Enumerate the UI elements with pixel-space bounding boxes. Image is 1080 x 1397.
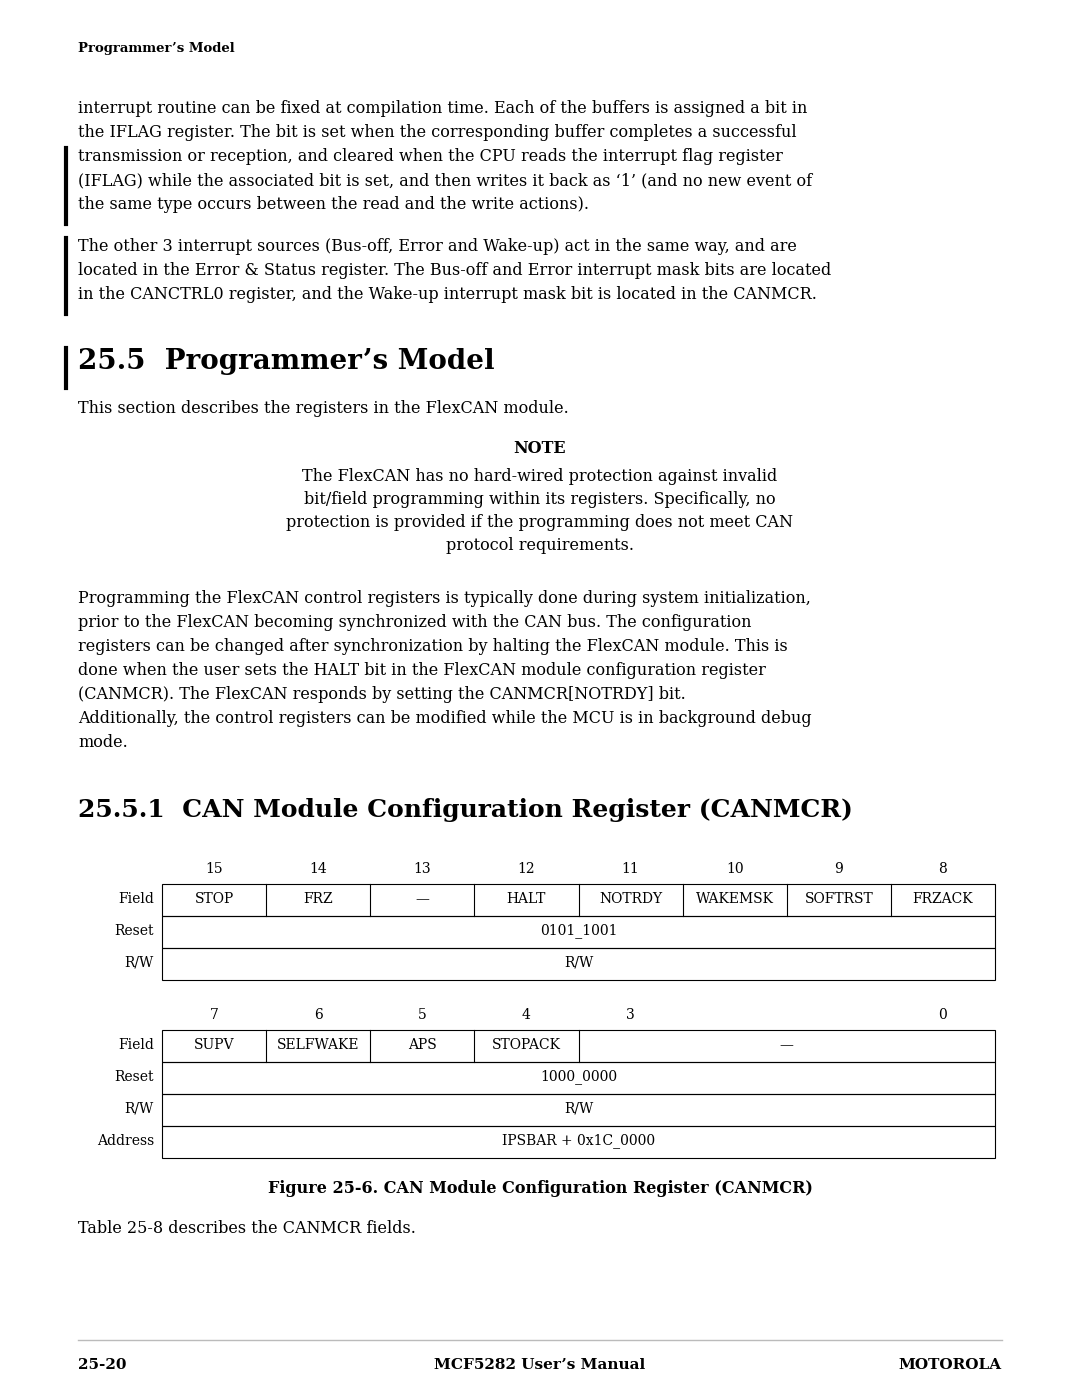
Text: transmission or reception, and cleared when the CPU reads the interrupt flag reg: transmission or reception, and cleared w… (78, 148, 783, 165)
Text: 9: 9 (835, 862, 843, 876)
Text: in the CANCTRL0 register, and the Wake-up interrupt mask bit is located in the C: in the CANCTRL0 register, and the Wake-u… (78, 286, 816, 303)
Bar (162, 884, 995, 916)
Text: 25.5  Programmer’s Model: 25.5 Programmer’s Model (78, 348, 495, 374)
Text: MCF5282 User’s Manual: MCF5282 User’s Manual (434, 1358, 646, 1372)
Text: 25-20: 25-20 (78, 1358, 126, 1372)
Text: 6: 6 (314, 1009, 323, 1023)
Text: STOPACK: STOPACK (491, 1038, 561, 1052)
Text: protection is provided if the programming does not meet CAN: protection is provided if the programmin… (286, 514, 794, 531)
Text: 15: 15 (205, 862, 222, 876)
Text: 1000_0000: 1000_0000 (540, 1070, 617, 1084)
Text: APS: APS (408, 1038, 436, 1052)
Text: interrupt routine can be fixed at compilation time. Each of the buffers is assig: interrupt routine can be fixed at compil… (78, 101, 808, 117)
Text: NOTRDY: NOTRDY (599, 893, 662, 907)
Bar (162, 1094, 995, 1126)
Text: 7: 7 (210, 1009, 218, 1023)
Text: Programming the FlexCAN control registers is typically done during system initia: Programming the FlexCAN control register… (78, 590, 811, 608)
Text: prior to the FlexCAN becoming synchronized with the CAN bus. The configuration: prior to the FlexCAN becoming synchroniz… (78, 615, 752, 631)
Text: 12: 12 (517, 862, 536, 876)
Text: 3: 3 (626, 1009, 635, 1023)
Text: R/W: R/W (125, 1102, 154, 1116)
Text: mode.: mode. (78, 733, 127, 752)
Text: 11: 11 (622, 862, 639, 876)
Text: R/W: R/W (564, 956, 593, 970)
Text: FRZACK: FRZACK (913, 893, 973, 907)
Text: STOP: STOP (194, 893, 233, 907)
Text: Figure 25-6. CAN Module Configuration Register (CANMCR): Figure 25-6. CAN Module Configuration Re… (268, 1180, 812, 1197)
Bar (162, 1062, 995, 1094)
Text: MOTOROLA: MOTOROLA (899, 1358, 1002, 1372)
Text: HALT: HALT (507, 893, 546, 907)
Text: 0101_1001: 0101_1001 (540, 923, 618, 939)
Text: Table 25-8 describes the CANMCR fields.: Table 25-8 describes the CANMCR fields. (78, 1220, 416, 1236)
Text: 0: 0 (939, 1009, 947, 1023)
Text: NOTE: NOTE (514, 440, 566, 457)
Text: 14: 14 (309, 862, 327, 876)
Text: 10: 10 (726, 862, 743, 876)
Text: WAKEMSK: WAKEMSK (696, 893, 773, 907)
Text: (IFLAG) while the associated bit is set, and then writes it back as ‘1’ (and no : (IFLAG) while the associated bit is set,… (78, 172, 812, 189)
Text: —: — (416, 893, 429, 907)
Text: located in the Error & Status register. The Bus-off and Error interrupt mask bit: located in the Error & Status register. … (78, 263, 832, 279)
Text: R/W: R/W (564, 1102, 593, 1116)
Text: SUPV: SUPV (193, 1038, 234, 1052)
Text: The FlexCAN has no hard-wired protection against invalid: The FlexCAN has no hard-wired protection… (302, 468, 778, 485)
Text: registers can be changed after synchronization by halting the FlexCAN module. Th: registers can be changed after synchroni… (78, 638, 787, 655)
Text: the same type occurs between the read and the write actions).: the same type occurs between the read an… (78, 196, 589, 212)
Bar (162, 1030, 995, 1062)
Text: SELFWAKE: SELFWAKE (276, 1038, 360, 1052)
Bar (162, 1126, 995, 1158)
Text: bit/field programming within its registers. Specifically, no: bit/field programming within its registe… (305, 490, 775, 509)
Text: Field: Field (118, 1038, 154, 1052)
Text: The other 3 interrupt sources (Bus-off, Error and Wake-up) act in the same way, : The other 3 interrupt sources (Bus-off, … (78, 237, 797, 256)
Text: 5: 5 (418, 1009, 427, 1023)
Text: done when the user sets the HALT bit in the FlexCAN module configuration registe: done when the user sets the HALT bit in … (78, 662, 766, 679)
Text: SOFTRST: SOFTRST (805, 893, 874, 907)
Text: Reset: Reset (114, 923, 154, 937)
Text: Additionally, the control registers can be modified while the MCU is in backgrou: Additionally, the control registers can … (78, 710, 812, 726)
Text: (CANMCR). The FlexCAN responds by setting the CANMCR[NOTRDY] bit.: (CANMCR). The FlexCAN responds by settin… (78, 686, 686, 703)
Text: 25.5.1  CAN Module Configuration Register (CANMCR): 25.5.1 CAN Module Configuration Register… (78, 798, 853, 821)
Text: Address: Address (97, 1134, 154, 1148)
Text: the IFLAG register. The bit is set when the corresponding buffer completes a suc: the IFLAG register. The bit is set when … (78, 124, 797, 141)
Text: Reset: Reset (114, 1070, 154, 1084)
Bar (162, 949, 995, 981)
Text: This section describes the registers in the FlexCAN module.: This section describes the registers in … (78, 400, 569, 416)
Bar (162, 916, 995, 949)
Text: 8: 8 (939, 862, 947, 876)
Text: R/W: R/W (125, 956, 154, 970)
Text: Field: Field (118, 893, 154, 907)
Text: 4: 4 (522, 1009, 531, 1023)
Text: FRZ: FRZ (303, 893, 333, 907)
Text: —: — (780, 1038, 794, 1052)
Text: 13: 13 (414, 862, 431, 876)
Text: Programmer’s Model: Programmer’s Model (78, 42, 234, 54)
Text: protocol requirements.: protocol requirements. (446, 536, 634, 555)
Text: IPSBAR + 0x1C_0000: IPSBAR + 0x1C_0000 (502, 1133, 656, 1148)
